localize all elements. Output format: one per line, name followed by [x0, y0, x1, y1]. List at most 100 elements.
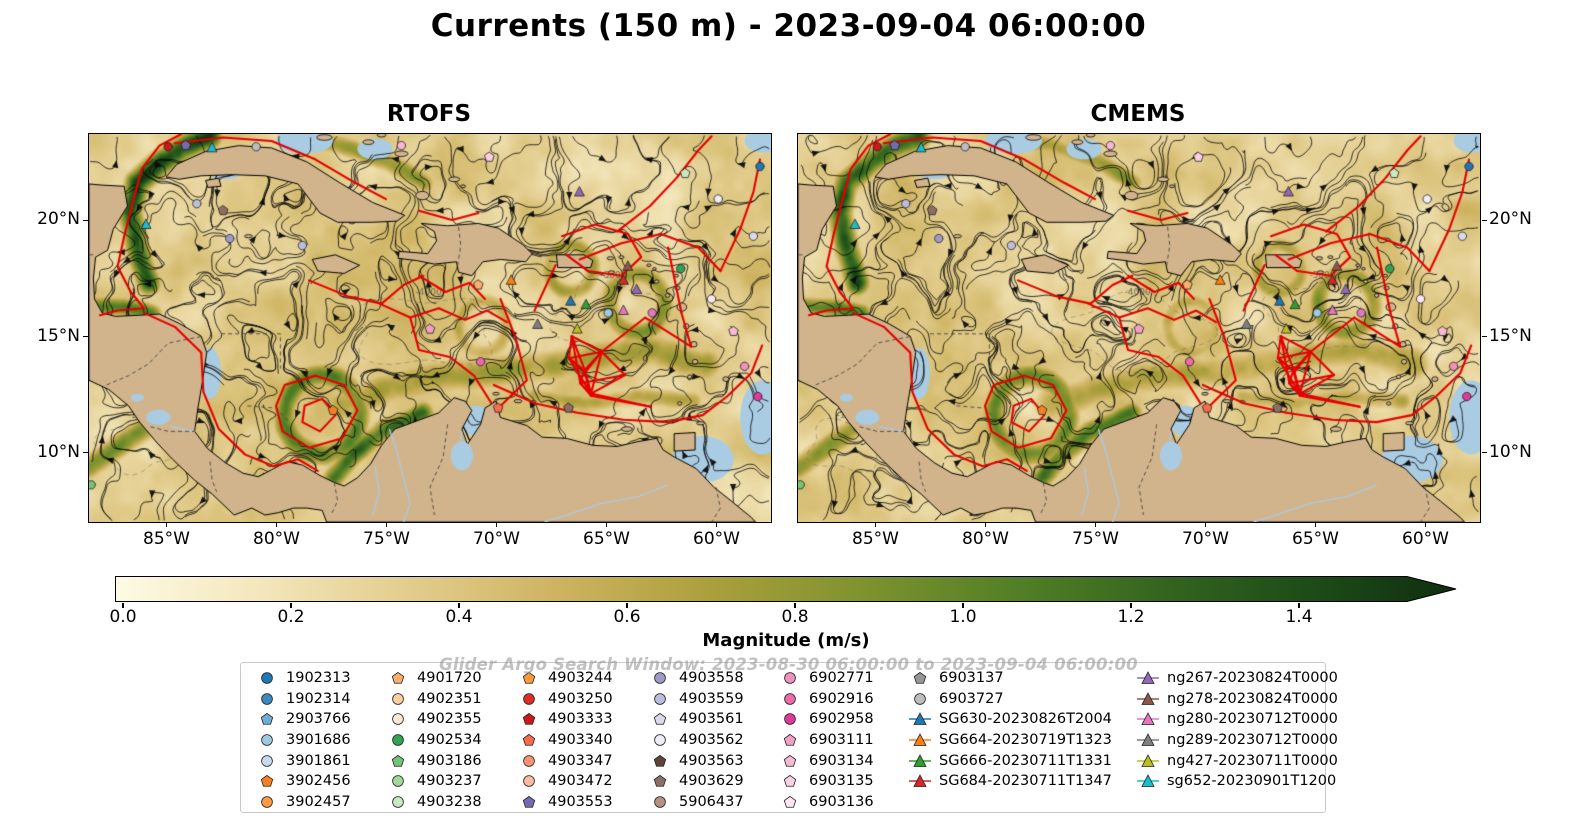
circle-marker-icon	[392, 796, 404, 808]
x-tick-label: 75°W	[1072, 529, 1119, 549]
circle-marker-icon	[392, 693, 404, 705]
legend-item: 1902314	[255, 689, 386, 710]
legend-label: ng427-20230711T0000	[1167, 752, 1338, 769]
pentagon-marker-icon	[783, 754, 797, 767]
y-tick-label: 20°N	[1489, 209, 1532, 230]
y-tick-mark	[83, 452, 88, 454]
pentagon-marker-icon	[783, 795, 797, 808]
panel-title-cmems: CMEMS	[1090, 101, 1186, 127]
legend-item: ng267-20230824T0000	[1136, 668, 1338, 689]
x-tick-label: 70°W	[473, 529, 520, 549]
circle-marker-icon	[261, 754, 273, 767]
pentagon-marker-icon	[391, 754, 405, 767]
legend-item: 4902355	[386, 709, 517, 730]
colorbar-tick-label: 1.2	[1117, 607, 1145, 627]
legend-item: 4902351	[386, 689, 517, 710]
legend-label: SG664-20230719T1323	[939, 732, 1112, 749]
legend-label: 6903137	[939, 670, 1004, 687]
legend-label: 1902314	[286, 690, 351, 707]
legend-item: 6903135	[778, 771, 908, 792]
legend-label: 6903135	[809, 773, 874, 790]
circle-marker-icon	[261, 734, 273, 746]
circle-marker-icon	[392, 775, 404, 788]
legend-column-6: 6903137 6903727 SG630-20230826T2004 SG664-2…	[908, 668, 1136, 812]
glider-track-triangle-marker-icon	[1137, 671, 1159, 685]
legend-item: 6903134	[778, 750, 908, 771]
legend-item: 2903766	[255, 709, 386, 730]
legend-item: 4903559	[648, 689, 778, 710]
legend-item: 4903562	[648, 730, 778, 751]
glider-track-triangle-marker-icon	[1137, 692, 1159, 705]
legend-label: 6903136	[809, 793, 874, 810]
legend-item: 4903238	[386, 792, 517, 813]
x-tick-label: 85°W	[852, 529, 899, 549]
colorbar-tick-label: 0.4	[445, 607, 473, 627]
legend-item: SG664-20230719T1323	[908, 730, 1136, 751]
colorbar-tick-mark	[626, 603, 628, 608]
legend: 1902313 1902314 2903766 3901686 3901861 39024…	[240, 662, 1338, 813]
x-tick-mark	[1424, 522, 1427, 527]
legend-label: SG630-20230826T2004	[939, 711, 1112, 728]
colorbar-tick-mark	[962, 603, 964, 608]
legend-label: SG684-20230711T1347	[939, 773, 1112, 790]
circle-marker-icon	[654, 693, 666, 705]
colorbar-tick-mark	[794, 603, 796, 608]
legend-label: 4902355	[417, 711, 482, 728]
legend-item: SG666-20230711T1331	[908, 750, 1136, 771]
legend-item: ng280-20230712T0000	[1136, 709, 1338, 730]
legend-item: sg652-20230901T1200	[1136, 771, 1338, 792]
legend-label: 4902351	[417, 690, 482, 707]
pentagon-marker-icon	[783, 733, 797, 746]
legend-item: 4902534	[386, 730, 517, 751]
circle-marker-icon	[523, 775, 535, 788]
circle-marker-icon	[654, 734, 666, 746]
circle-marker-icon	[914, 693, 926, 705]
x-tick-mark	[385, 522, 388, 527]
circle-marker-icon	[261, 693, 273, 705]
legend-label: 3901686	[286, 732, 351, 749]
circle-marker-icon	[784, 672, 796, 685]
legend-item: 3901861	[255, 750, 386, 771]
circle-marker-icon	[523, 693, 535, 705]
glider-track-triangle-marker-icon	[1137, 733, 1159, 746]
colorbar-tick-label: 0.8	[781, 607, 809, 627]
legend-item: 4903553	[517, 792, 648, 813]
legend-item: 4903244	[517, 668, 648, 689]
legend-label: 5906437	[679, 793, 744, 810]
x-tick-label: 65°W	[1292, 529, 1339, 549]
legend-item: 3901686	[255, 730, 386, 751]
legend-item: 6903136	[778, 792, 908, 813]
pentagon-marker-icon	[913, 672, 927, 684]
legend-label: 4903563	[679, 752, 744, 769]
colorbar-tick-mark	[1130, 603, 1132, 608]
legend-item: 4903250	[517, 689, 648, 710]
colorbar-tick-label: 0.0	[109, 607, 137, 627]
colorbar-gradient	[115, 576, 1457, 602]
glider-track-triangle-marker-icon	[909, 733, 931, 746]
colorbar-bar	[115, 576, 1457, 602]
map-cmems-canvas	[798, 134, 1480, 522]
legend-label: 3901861	[286, 752, 351, 769]
pentagon-marker-icon	[653, 754, 667, 767]
legend-label: 4903347	[548, 752, 613, 769]
legend-item: 6903111	[778, 730, 908, 751]
legend-label: 6902958	[809, 711, 874, 728]
x-tick-mark	[984, 522, 987, 527]
colorbar-tick-mark	[458, 603, 460, 608]
legend-item: 6902958	[778, 709, 908, 730]
x-tick-label: 60°W	[693, 529, 740, 549]
legend-label: 4903558	[679, 670, 744, 687]
y-tick-mark	[83, 219, 88, 222]
pentagon-marker-icon	[522, 733, 536, 746]
legend-item: 4903333	[517, 709, 648, 730]
legend-label: ng278-20230824T0000	[1167, 690, 1338, 707]
legend-label: 4903559	[679, 690, 744, 707]
circle-marker-icon	[392, 713, 404, 726]
legend-item: 4903558	[648, 668, 778, 689]
colorbar-tick-mark	[290, 603, 292, 608]
legend-label: 3902457	[286, 793, 351, 810]
legend-item: 4901720	[386, 668, 517, 689]
legend-item: ng278-20230824T0000	[1136, 689, 1338, 710]
map-panel-rtofs	[88, 133, 772, 523]
